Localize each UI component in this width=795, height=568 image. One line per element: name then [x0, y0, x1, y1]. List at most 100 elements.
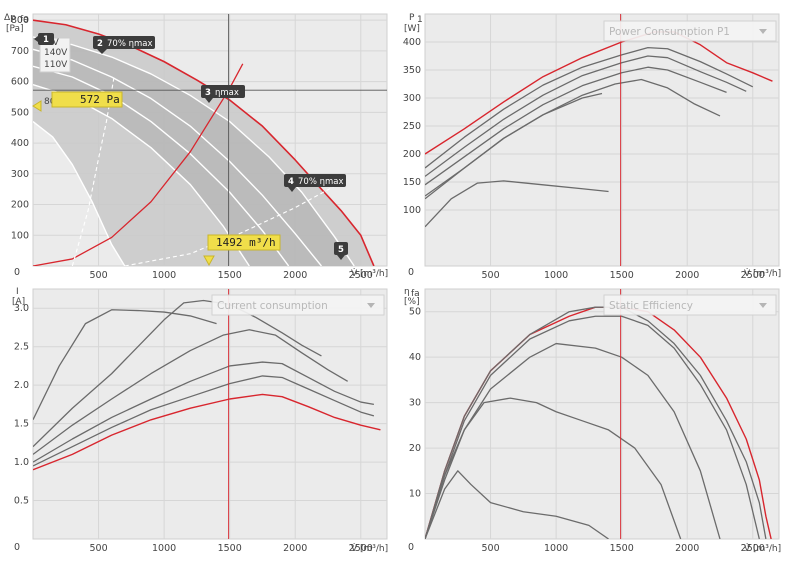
- y-tick-label: 0.5: [14, 496, 29, 507]
- marker-2[interactable]: 2 70% ηmax: [93, 36, 155, 54]
- series-line: [33, 329, 348, 455]
- current-dropdown[interactable]: Current consumption: [211, 294, 385, 316]
- x-tick-label: 2000: [283, 270, 307, 281]
- dropdown-label: Power Consumption P1: [609, 26, 730, 38]
- fan-curve-chart[interactable]: 500 1000 1500 2000 2500 100 200 300 400 500 600 700…: [11, 13, 388, 281]
- y-tick-label: 200: [403, 149, 421, 160]
- y-axis-symbol: η: [404, 287, 410, 297]
- series-line: [33, 361, 375, 463]
- x-axis-unit: [m³/h]: [753, 544, 781, 554]
- marker-number: 3: [205, 88, 211, 98]
- plot-area: [424, 13, 780, 267]
- x-axis-symbol: V̇: [351, 542, 358, 554]
- x-tick-label: 1000: [152, 270, 176, 281]
- chevron-down-icon: [759, 29, 767, 34]
- tick-labels: 500 1000 1500 2000 2500 100 150 200 250 300 350 400: [403, 37, 765, 281]
- y-tick-label: 350: [403, 65, 421, 76]
- x-tick-label: 500: [89, 270, 107, 281]
- series-line: [33, 309, 217, 421]
- y-tick-label: 2.0: [14, 380, 29, 391]
- grid: [425, 14, 779, 266]
- efficiency-axis-title: η fa [%] V̇ [m³/h] 0: [404, 287, 781, 554]
- series-line: [33, 121, 126, 266]
- y-tick-label: 300: [403, 93, 421, 104]
- voltage-label-110: 110V: [44, 60, 68, 70]
- x-tick-label: 500: [481, 270, 499, 281]
- origin-label: 0: [408, 267, 414, 278]
- y-tick-label: 100: [403, 205, 421, 216]
- series-line: [124, 185, 335, 266]
- series-line: [33, 393, 381, 471]
- fan-axis-title: Δp fa [Pa] V̇ [m³/h] 0: [4, 13, 388, 279]
- marker-4[interactable]: 4 70% ηmax: [284, 174, 346, 192]
- series-line: [425, 397, 682, 539]
- y-tick-label: 20: [409, 443, 421, 454]
- y-tick-label: 400: [11, 138, 29, 149]
- y-axis-subscript: fa: [411, 289, 420, 299]
- y-tick-label: 100: [11, 230, 29, 241]
- x-tick-label: 500: [89, 543, 107, 554]
- series-line: [33, 19, 375, 266]
- voltage-label-140: 140V: [44, 48, 68, 58]
- marker-number: 4: [288, 177, 294, 187]
- series-line: [425, 66, 727, 186]
- pressure-readout[interactable]: 572 Pa: [32, 91, 123, 112]
- y-tick-label: 50: [409, 307, 421, 318]
- plot-area: [32, 288, 388, 540]
- marker-3[interactable]: 3 ηmax: [201, 85, 245, 103]
- series-line: [425, 315, 760, 539]
- y-tick-label: 600: [11, 77, 29, 88]
- dropdown-label: Static Efficiency: [609, 300, 693, 312]
- flow-pointer-icon: [203, 255, 215, 267]
- power-consumption-chart[interactable]: 500 1000 1500 2000 2500 100 150 200 250 300 350 400: [403, 13, 780, 281]
- x-tick-label: 2500: [349, 270, 373, 281]
- series-line: [425, 55, 747, 177]
- y-tick-label: 300: [11, 169, 29, 180]
- x-tick-label: 2500: [741, 543, 765, 554]
- marker-label: 1: [43, 35, 49, 45]
- series-line: [33, 48, 322, 266]
- marker-number: 2: [97, 39, 103, 49]
- marker-5[interactable]: 5: [334, 242, 348, 260]
- current-consumption-chart[interactable]: 500 1000 1500 2000 2500 0.5 1.0 1.5 2.0 2.5 3.0: [14, 288, 388, 554]
- tick-labels: 500 1000 1500 2000 2500 100 200 300 400 500 600 700…: [11, 15, 373, 281]
- flow-readout[interactable]: 1492 m³/h: [203, 234, 281, 267]
- x-tick-label: 1000: [152, 543, 176, 554]
- origin-label: 0: [14, 267, 20, 278]
- series-line: [425, 470, 609, 539]
- x-tick-label: 2500: [349, 543, 373, 554]
- x-axis-unit: [m³/h]: [360, 269, 388, 279]
- y-axis-subscript: fa: [20, 15, 29, 25]
- marker-text: 70% ηmax: [107, 39, 153, 49]
- efficiency-dropdown[interactable]: Static Efficiency: [603, 294, 777, 316]
- flow-value: 1492 m³/h: [216, 236, 276, 249]
- power-dropdown[interactable]: Power Consumption P1: [603, 20, 777, 42]
- y-tick-label: 400: [403, 37, 421, 48]
- marker-1[interactable]: 1: [34, 33, 54, 45]
- x-tick-label: 1000: [544, 543, 568, 554]
- static-efficiency-chart[interactable]: 500 1000 1500 2000 2500 10 20 30 40 50: [409, 288, 780, 554]
- x-axis-symbol: V̇: [744, 267, 751, 279]
- y-axis-unit: [A]: [12, 297, 25, 307]
- y-axis-symbol: I: [16, 287, 19, 297]
- x-axis-unit: [m³/h]: [753, 269, 781, 279]
- series-line: [33, 375, 375, 467]
- y-axis-symbol: P: [409, 13, 415, 23]
- y-tick-label: 250: [403, 121, 421, 132]
- power-axis-title: P 1 [W] V̇ [m³/h] 0: [404, 13, 781, 279]
- marker-label: 5: [338, 245, 344, 255]
- marker-text: ηmax: [215, 88, 239, 98]
- x-tick-label: 1000: [544, 270, 568, 281]
- y-tick-label: 500: [11, 107, 29, 118]
- x-tick-label: 500: [481, 543, 499, 554]
- x-tick-label: 2500: [741, 270, 765, 281]
- y-axis-unit: [W]: [404, 24, 420, 34]
- x-tick-label: 2000: [283, 543, 307, 554]
- grid: [33, 289, 387, 539]
- y-tick-label: 3.0: [14, 303, 29, 314]
- x-tick-label: 1500: [218, 543, 242, 554]
- y-tick-label: 1.5: [14, 419, 29, 430]
- x-axis-symbol: V̇: [351, 267, 358, 279]
- y-axis-subscript: 1: [417, 15, 423, 25]
